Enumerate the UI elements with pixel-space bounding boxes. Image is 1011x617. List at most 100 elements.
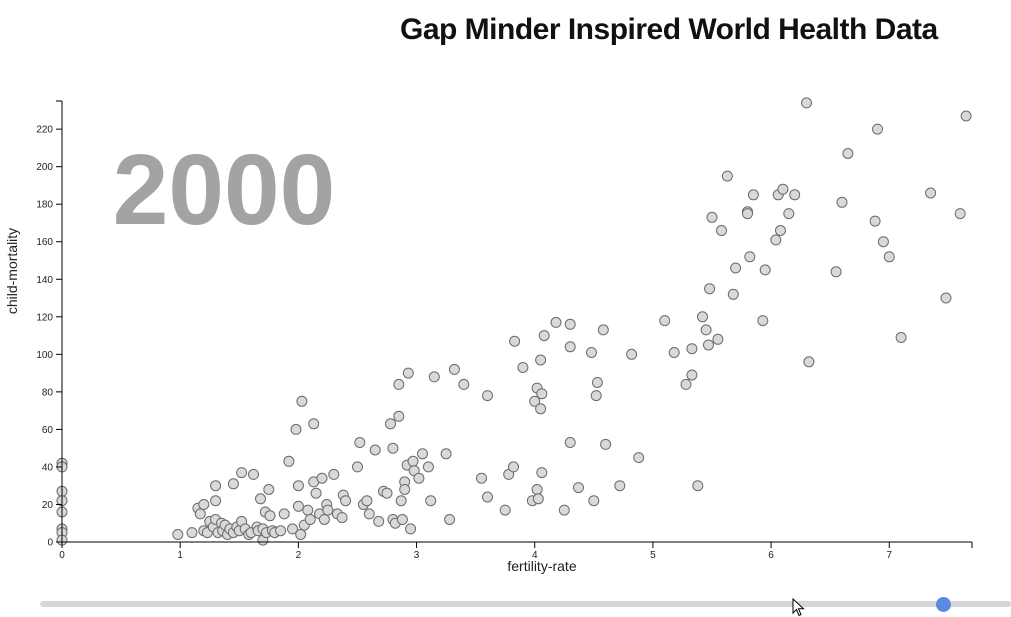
data-point (531, 484, 543, 495)
year-label: 2000 (113, 134, 335, 246)
data-point (680, 378, 692, 390)
data-point (387, 442, 399, 454)
data-point (407, 455, 419, 467)
y-tick-label: 0 (47, 538, 53, 549)
data-point (340, 495, 352, 507)
data-point (940, 292, 952, 304)
data-point (458, 378, 470, 390)
data-point (172, 529, 184, 540)
x-tick-label: 6 (768, 550, 774, 561)
data-point (290, 423, 302, 435)
data-point (730, 262, 742, 274)
data-point (697, 311, 708, 323)
data-point (532, 493, 544, 505)
data-point (482, 390, 493, 402)
data-point (304, 514, 316, 525)
data-point (842, 148, 854, 159)
chart-title: Gap Minder Inspired World Health Data (400, 13, 938, 46)
y-tick-label: 180 (36, 200, 53, 211)
data-point (509, 335, 521, 347)
x-tick-label: 2 (296, 550, 302, 561)
data-point (614, 480, 626, 492)
data-point (292, 500, 304, 512)
data-point (278, 508, 290, 520)
y-tick-label: 220 (36, 125, 53, 136)
data-point (706, 211, 718, 223)
data-point (405, 523, 417, 535)
data-point (692, 480, 704, 492)
data-point (422, 461, 434, 473)
data-point (402, 367, 414, 379)
y-tick-label: 120 (36, 312, 53, 323)
data-point (354, 437, 366, 448)
data-point (925, 187, 937, 199)
data-point (538, 330, 550, 342)
x-tick-label: 7 (886, 550, 892, 561)
data-point (836, 196, 848, 208)
data-point (872, 123, 883, 135)
data-point (633, 452, 645, 464)
data-point (316, 472, 328, 484)
data-point (393, 378, 405, 390)
data-point (757, 315, 769, 327)
data-point (336, 512, 348, 524)
data-point (194, 508, 206, 520)
data-point (626, 348, 638, 360)
data-point (361, 495, 373, 507)
y-tick-label: 100 (36, 350, 53, 361)
data-point (783, 208, 795, 220)
data-point (588, 495, 600, 507)
data-point (417, 448, 428, 460)
data-point (727, 288, 739, 300)
data-point (600, 438, 612, 450)
data-point (448, 363, 460, 375)
data-point (396, 514, 408, 525)
y-tick-label: 160 (36, 237, 53, 248)
y-tick-label: 20 (42, 500, 54, 511)
data-point (428, 371, 440, 383)
y-tick-label: 80 (42, 387, 54, 398)
data-point (700, 324, 712, 336)
data-point (586, 347, 597, 358)
data-point (255, 493, 266, 505)
data-point (236, 467, 248, 479)
data-point (777, 183, 789, 195)
data-point (318, 514, 330, 525)
data-point (275, 525, 287, 537)
x-ticks: 0 1 2 3 4 5 6 7 (59, 542, 892, 561)
mouse-pointer-icon (792, 598, 805, 617)
y-axis-title: child-mortality (4, 228, 20, 314)
y-tick-label: 200 (36, 162, 53, 173)
data-point (744, 251, 756, 263)
data-point (283, 455, 295, 467)
data-point (759, 264, 771, 276)
data-point (536, 467, 548, 479)
data-point (712, 333, 724, 345)
data-point (198, 499, 210, 510)
data-point (883, 251, 895, 263)
x-tick-label: 0 (59, 550, 65, 561)
data-point (742, 208, 753, 220)
data-point (529, 395, 541, 407)
data-point (747, 189, 759, 201)
data-point (227, 478, 239, 490)
data-point (536, 388, 548, 400)
data-point (482, 491, 493, 503)
x-tick-label: 1 (177, 550, 183, 561)
data-point (877, 236, 889, 248)
data-point (770, 234, 782, 246)
year-slider-thumb[interactable] (936, 597, 952, 612)
data-point (591, 377, 603, 388)
year-slider-track[interactable] (40, 601, 1011, 607)
data-point (789, 189, 801, 201)
data-point (895, 332, 907, 343)
data-point (499, 504, 511, 516)
data-point (363, 508, 375, 520)
data-point (399, 484, 411, 495)
data-point (564, 341, 576, 353)
data-point (869, 215, 881, 227)
data-point (210, 495, 222, 507)
data-point (264, 510, 276, 522)
data-point (263, 484, 275, 495)
